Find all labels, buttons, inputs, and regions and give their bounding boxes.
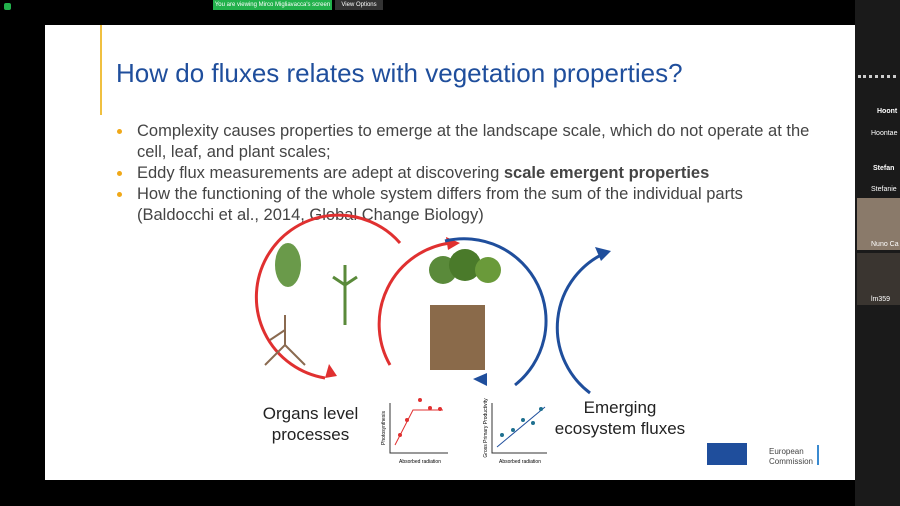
- left-label: Organs level processes: [262, 404, 359, 444]
- plot-axes: [389, 403, 448, 454]
- tree: [475, 257, 501, 283]
- accent-line: [100, 25, 102, 115]
- diagram: Photosynthesis Absorbed radiation Gross …: [254, 213, 819, 465]
- participant-name: Nuno Ca: [871, 241, 899, 248]
- bullet-text: Eddy flux measurements are adept at disc…: [137, 164, 504, 182]
- plot-points: [500, 407, 543, 437]
- plot-line: [496, 406, 546, 448]
- participant-header: Stefan: [873, 165, 895, 172]
- video-tile: [857, 253, 900, 305]
- right-label: Emerging ecosystem fluxes: [554, 398, 686, 438]
- blue-arc: [444, 237, 548, 387]
- bullet-bold: scale emergent properties: [503, 164, 710, 182]
- slide-title: How do fluxes relates with vegetation pr…: [116, 58, 683, 88]
- sidebar: Hoont Hoontae Stefan Stefanie Nuno Ca lm…: [855, 0, 900, 506]
- bullet: Eddy flux measurements are adept at disc…: [117, 163, 827, 184]
- arrowhead: [325, 364, 337, 378]
- plot-axes: [491, 403, 547, 454]
- y-label: Photosynthesis: [381, 411, 387, 445]
- tree: [449, 249, 481, 281]
- x-label: Absorbed radiation: [499, 459, 541, 465]
- red-arc: [254, 213, 402, 380]
- participant-name: Hoontae: [871, 130, 898, 137]
- arrowhead: [595, 247, 611, 261]
- leaf: [275, 243, 301, 287]
- slide: How do fluxes relates with vegetation pr…: [45, 25, 855, 480]
- plant: [332, 265, 358, 325]
- y-label: Gross Primary Productivity: [483, 398, 489, 458]
- video-tile: [857, 198, 900, 250]
- x-label: Absorbed radiation: [399, 459, 441, 465]
- bullet: How the functioning of the whole system …: [117, 184, 807, 226]
- participant-header: Hoont: [877, 108, 898, 115]
- soil: [430, 305, 485, 370]
- participant-name: Stefanie: [871, 186, 897, 193]
- red-arc: [377, 241, 451, 366]
- blue-arc: [555, 251, 606, 395]
- logo-bar: [817, 445, 819, 465]
- plot-line: [394, 409, 443, 446]
- participant-name: lm359: [871, 296, 891, 303]
- shield-icon: [4, 3, 11, 10]
- eu-flag: [707, 443, 747, 465]
- plot-points: [398, 398, 442, 437]
- roots: [264, 315, 306, 366]
- logo-text: European Commission: [769, 447, 814, 466]
- bullet: Complexity causes properties to emerge a…: [117, 121, 827, 163]
- arrowhead: [473, 373, 487, 386]
- share-notice: You are viewing Mirco Migliavacca's scre…: [213, 0, 332, 10]
- view-options[interactable]: View Options: [335, 0, 383, 10]
- sidebar-controls[interactable]: [858, 75, 896, 82]
